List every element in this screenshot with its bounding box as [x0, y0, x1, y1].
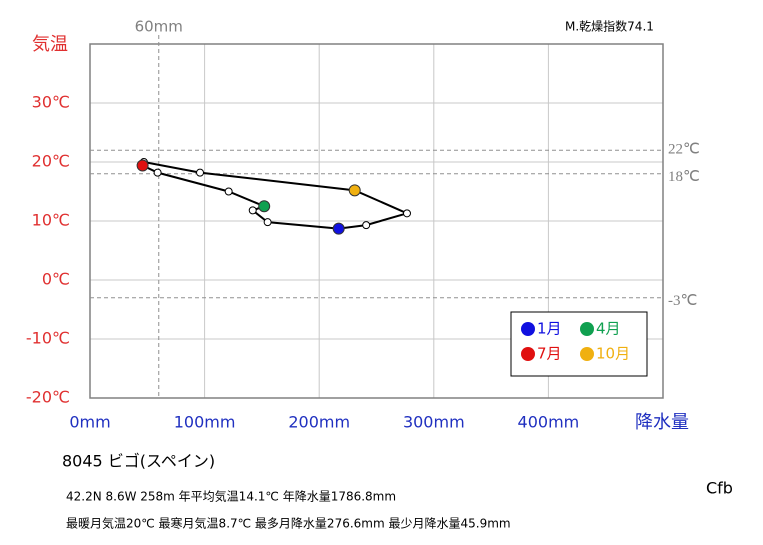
x-tick-label: 200mm	[288, 413, 350, 432]
legend-swatch	[521, 322, 535, 336]
climate-loop	[141, 160, 410, 230]
legend-label: 10月	[596, 345, 630, 363]
legend-swatch	[521, 347, 535, 361]
y-axis-title: 気温	[32, 34, 68, 55]
info-line: 42.2N 8.6W 258m 年平均気温14.1℃ 年降水量1786.8mm	[66, 489, 396, 504]
month-point	[153, 168, 162, 177]
month-point	[196, 168, 205, 177]
y-tick-label: 0℃	[42, 270, 70, 289]
highlight-point	[332, 222, 345, 235]
x-axis-title: 降水量	[635, 412, 689, 433]
reference-label: 60mm	[135, 18, 183, 36]
reference-label: 22℃	[668, 142, 700, 158]
y-tick-label: -10℃	[26, 329, 70, 348]
highlight-point	[258, 200, 271, 213]
month-point	[248, 206, 257, 215]
y-tick-label: -20℃	[26, 388, 70, 407]
legend-label: 4月	[596, 320, 621, 338]
x-tick-label: 0mm	[69, 413, 110, 432]
y-tick-label: 10℃	[32, 211, 70, 230]
legend-label: 7月	[537, 345, 562, 363]
highlight-point	[348, 184, 361, 197]
legend-box	[510, 311, 648, 377]
month-point	[362, 221, 371, 230]
legend-swatch	[580, 347, 594, 361]
legend-label: 1月	[537, 320, 562, 338]
month-point	[263, 218, 272, 227]
plot-frame	[89, 43, 664, 399]
x-tick-label: 400mm	[518, 413, 580, 432]
legend-swatch	[580, 322, 594, 336]
y-tick-label: 30℃	[32, 93, 70, 112]
reference-label: -3℃	[668, 293, 697, 309]
climate-code: Cfb	[706, 479, 733, 498]
month-point	[402, 209, 411, 218]
highlight-point	[136, 159, 149, 172]
info-line: 最暖月気温20℃ 最寒月気温8.7℃ 最多月降水量276.6mm 最少月降水量4…	[66, 516, 511, 531]
x-tick-label: 300mm	[403, 413, 465, 432]
index-label: M.乾燥指数74.1	[565, 19, 654, 34]
reference-label: 18℃	[668, 169, 700, 185]
x-tick-label: 100mm	[174, 413, 236, 432]
month-point	[224, 187, 233, 196]
station: 8045 ビゴ(スペイン)	[62, 452, 215, 471]
y-tick-label: 20℃	[32, 152, 70, 171]
